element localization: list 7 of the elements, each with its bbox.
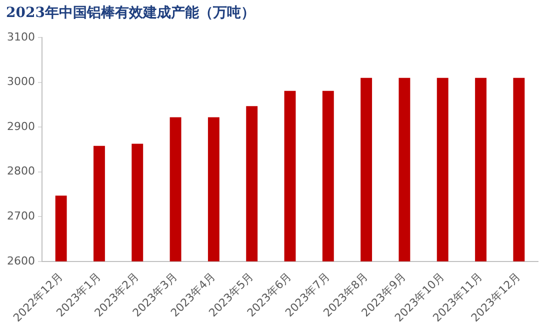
y-tick-label: 2600 xyxy=(6,254,35,268)
y-tick-label: 2900 xyxy=(6,120,35,133)
y-tick-label: 2800 xyxy=(6,164,35,178)
chart-title: 2023年中国铝棒有效建成产能（万吨） xyxy=(6,4,255,22)
y-tick-label: 2700 xyxy=(6,210,35,223)
y-tick-label: 3100 xyxy=(6,30,35,44)
y-tick-label: 3000 xyxy=(6,75,35,88)
